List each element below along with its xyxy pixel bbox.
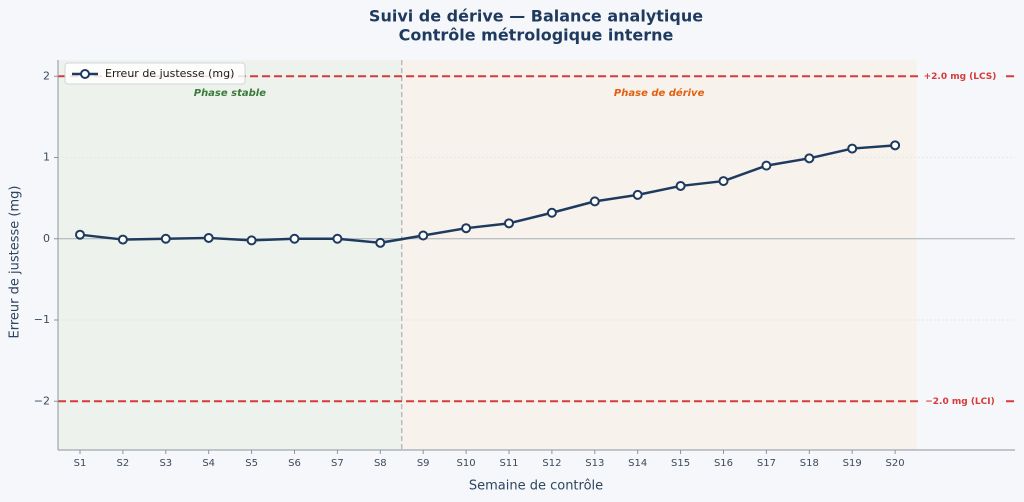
data-point xyxy=(589,196,600,207)
data-point xyxy=(504,218,514,229)
y-tick-label: −1 xyxy=(34,313,50,326)
legend-marker xyxy=(80,69,90,79)
data-point xyxy=(75,229,85,240)
data-point xyxy=(117,234,128,245)
reference-label: +2.0 mg (LCS) xyxy=(924,72,997,82)
x-tick-label: S6 xyxy=(288,458,301,469)
legend: Erreur de justesse (mg) xyxy=(64,62,246,85)
phase-label: Phase de dérive xyxy=(614,87,705,99)
data-point xyxy=(332,233,343,244)
x-tick-label: S13 xyxy=(585,458,604,469)
data-point xyxy=(461,223,472,234)
data-point xyxy=(718,176,729,187)
phase-region xyxy=(401,60,917,450)
x-tick-label: S3 xyxy=(159,458,172,469)
y-tick-label: 0 xyxy=(43,232,50,245)
data-point xyxy=(418,230,429,241)
x-tick-label: S14 xyxy=(628,458,647,469)
data-point xyxy=(761,160,772,171)
data-point xyxy=(203,232,214,243)
data-point xyxy=(289,233,300,244)
x-tick-label: S7 xyxy=(331,458,344,469)
reference-label-bg xyxy=(918,394,1002,409)
series-line xyxy=(79,144,896,245)
x-tick-label: S11 xyxy=(499,458,518,469)
x-tick-label: S2 xyxy=(117,458,130,469)
legend-label: Erreur de justesse (mg) xyxy=(105,67,234,80)
data-point xyxy=(847,143,858,154)
x-tick-label: S18 xyxy=(800,458,819,469)
y-axis-label: Erreur de justesse (mg) xyxy=(8,186,23,339)
chart-subtitle: Contrôle métrologique interne xyxy=(399,26,674,45)
y-tick-label: −2 xyxy=(34,394,50,407)
x-tick-label: S19 xyxy=(843,458,862,469)
phase-region xyxy=(58,60,402,450)
data-point xyxy=(632,189,643,200)
x-tick-label: S16 xyxy=(714,458,733,469)
x-tick-label: S12 xyxy=(542,458,561,469)
reference-label-bg xyxy=(918,69,1002,84)
x-tick-label: S4 xyxy=(202,458,215,469)
x-tick-label: S10 xyxy=(457,458,476,469)
data-point xyxy=(160,233,171,244)
data-point xyxy=(375,237,386,248)
x-tick-label: S15 xyxy=(671,458,690,469)
data-point xyxy=(675,180,686,191)
x-tick-label: S5 xyxy=(245,458,258,469)
x-tick-label: S1 xyxy=(74,458,87,469)
chart-title: Suivi de dérive — Balance analytique xyxy=(369,7,703,26)
x-axis-label: Semaine de contrôle xyxy=(469,479,603,494)
data-point xyxy=(804,153,815,164)
x-tick-label: S9 xyxy=(417,458,430,469)
reference-label: −2.0 mg (LCI) xyxy=(925,397,995,407)
x-tick-label: S17 xyxy=(757,458,776,469)
data-point xyxy=(546,207,557,218)
y-tick-label: 2 xyxy=(43,69,50,82)
phase-label: Phase stable xyxy=(194,88,266,99)
x-tick-label: S8 xyxy=(374,458,387,469)
legend-box xyxy=(64,62,246,85)
data-point xyxy=(246,235,257,246)
x-tick-label: S20 xyxy=(886,458,905,469)
y-tick-label: 1 xyxy=(43,151,50,164)
data-point xyxy=(890,140,901,151)
